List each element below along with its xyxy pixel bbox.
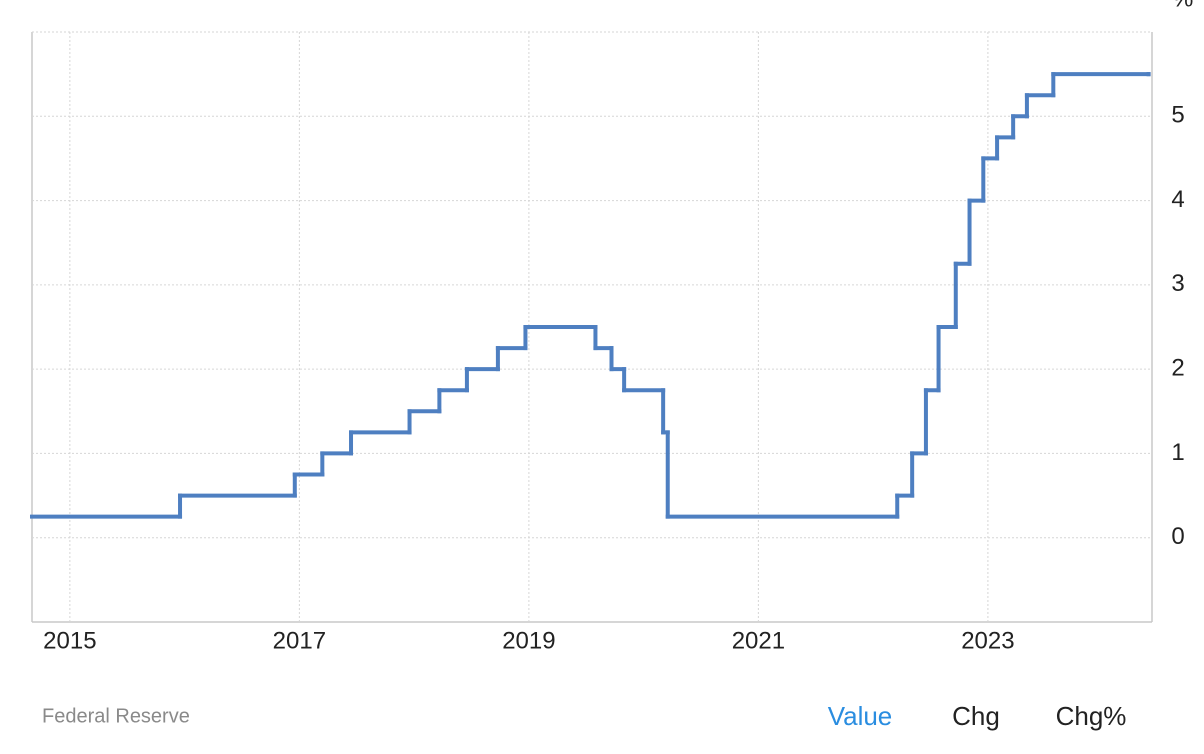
y-tick-label: 3 bbox=[1171, 270, 1184, 297]
y-tick-label: 1 bbox=[1171, 439, 1184, 466]
y-tick-label: 2 bbox=[1171, 354, 1184, 381]
x-tick-label: 2017 bbox=[273, 627, 326, 654]
source: Federal Reserve bbox=[42, 705, 190, 727]
x-tick-label: 2023 bbox=[961, 627, 1014, 654]
x-tick-label: 2019 bbox=[502, 627, 555, 654]
x-tick-label: 2015 bbox=[43, 627, 96, 654]
y-tick-label: 0 bbox=[1171, 523, 1184, 550]
y-tick-label: 4 bbox=[1171, 186, 1184, 213]
y-tick-label: 5 bbox=[1171, 102, 1184, 129]
tab-button[interactable]: Chg bbox=[952, 701, 1000, 731]
tab-button[interactable]: Value bbox=[828, 701, 893, 731]
y-unit: % bbox=[1172, 0, 1193, 12]
x-tick-label: 2021 bbox=[732, 627, 785, 654]
tab-button[interactable]: Chg% bbox=[1056, 701, 1127, 731]
